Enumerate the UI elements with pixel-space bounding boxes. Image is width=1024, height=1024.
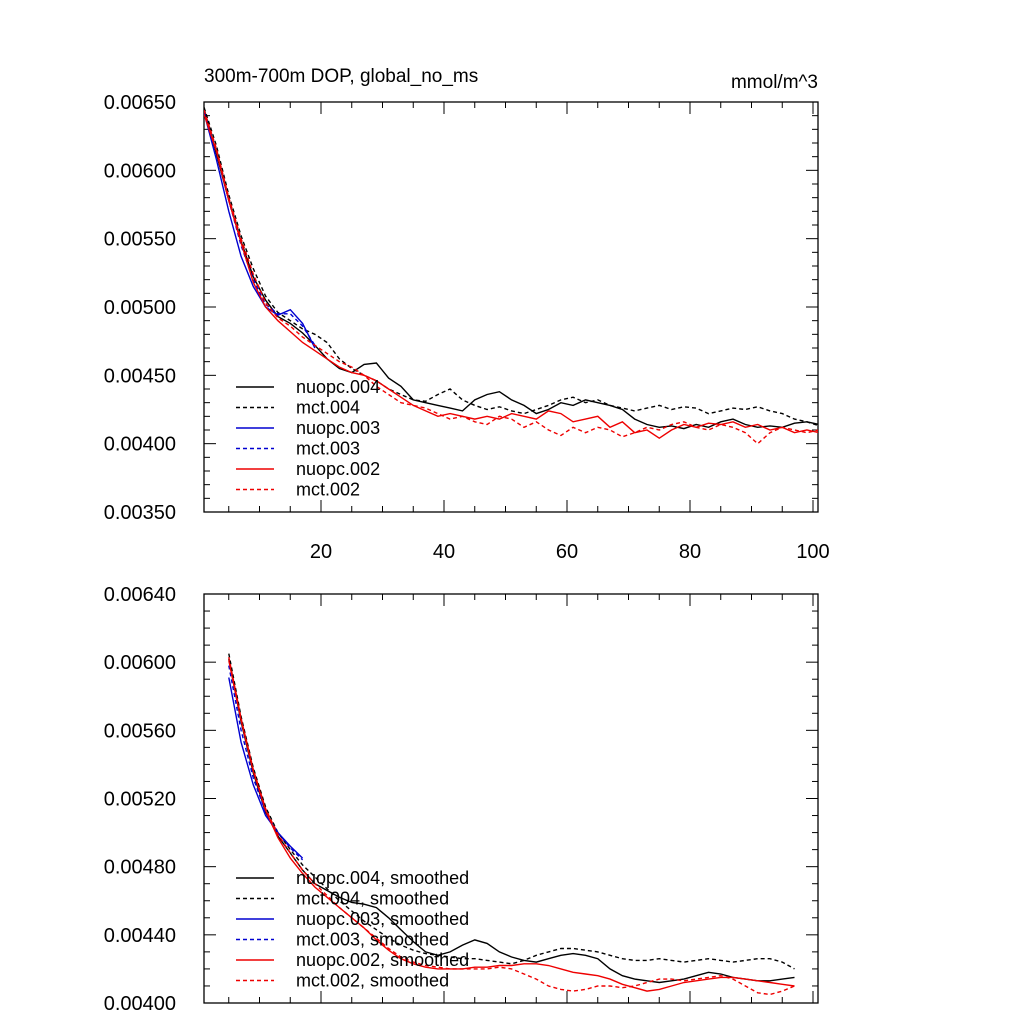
bottom-panel: 0.00400 0.00440 0.00480 0.00520 0.00560 0.006… xyxy=(104,584,819,1015)
legend-label: mct.003, smoothed xyxy=(296,930,449,950)
y-tick-label: 0.00480 xyxy=(104,857,176,879)
y-tick-label: 0.00600 xyxy=(104,160,176,182)
y-tick-label: 0.00400 xyxy=(104,993,176,1015)
legend-label: mct.002 xyxy=(296,480,360,500)
legend-label: nuopc.002 xyxy=(296,459,380,479)
y-tick-label: 0.00400 xyxy=(104,434,176,456)
legend-label: nuopc.003 xyxy=(296,418,380,438)
x-tick-label: 40 xyxy=(433,541,455,563)
series-line-mct-004-smoothed xyxy=(228,653,795,970)
series-line-mct-003 xyxy=(204,111,316,346)
units-label: mmol/m^3 xyxy=(731,72,818,93)
y-tick-label: 0.00650 xyxy=(104,92,176,114)
y-tick-label: 0.00640 xyxy=(104,584,176,606)
y-tick-label: 0.00440 xyxy=(104,925,176,947)
legend-label: nuopc.004 xyxy=(296,377,380,397)
legend-label: mct.004 xyxy=(296,398,360,418)
chart-title: 300m-700m DOP, global_no_ms xyxy=(204,66,478,87)
legend-label: mct.003 xyxy=(296,439,360,459)
series-line-nuopc-002 xyxy=(204,114,818,440)
legend-label: nuopc.002, smoothed xyxy=(296,950,469,970)
y-tick-label: 0.00560 xyxy=(104,720,176,742)
x-tick-label: 80 xyxy=(679,541,701,563)
series-line-mct-003-smoothed xyxy=(228,665,304,861)
series-line-mct-002 xyxy=(204,109,818,445)
legend-label: mct.004, smoothed xyxy=(296,889,449,909)
y-tick-label: 0.00550 xyxy=(104,229,176,251)
y-tick-label: 0.00450 xyxy=(104,365,176,387)
y-tick-label: 0.00600 xyxy=(104,652,176,674)
y-tick-label: 0.00500 xyxy=(104,297,176,319)
legend-label: nuopc.003, smoothed xyxy=(296,909,469,929)
legend-label: nuopc.004, smoothed xyxy=(296,868,469,888)
top-panel: 0.00350 0.00400 0.00450 0.00500 0.00550 0.006… xyxy=(104,66,830,563)
series-line-nuopc-003 xyxy=(204,112,316,349)
x-tick-label: 100 xyxy=(796,541,829,563)
series-line-nuopc-004-smoothed xyxy=(228,658,795,984)
x-tick-label: 20 xyxy=(310,541,332,563)
series-line-mct-002-smoothed xyxy=(228,656,795,996)
y-tick-label: 0.00350 xyxy=(104,502,176,524)
y-tick-label: 0.00520 xyxy=(104,789,176,811)
legend-label: mct.002, smoothed xyxy=(296,971,449,991)
series-line-nuopc-002-smoothed xyxy=(228,660,795,992)
x-tick-label: 60 xyxy=(556,541,578,563)
series-line-nuopc-003-smoothed xyxy=(228,677,304,859)
